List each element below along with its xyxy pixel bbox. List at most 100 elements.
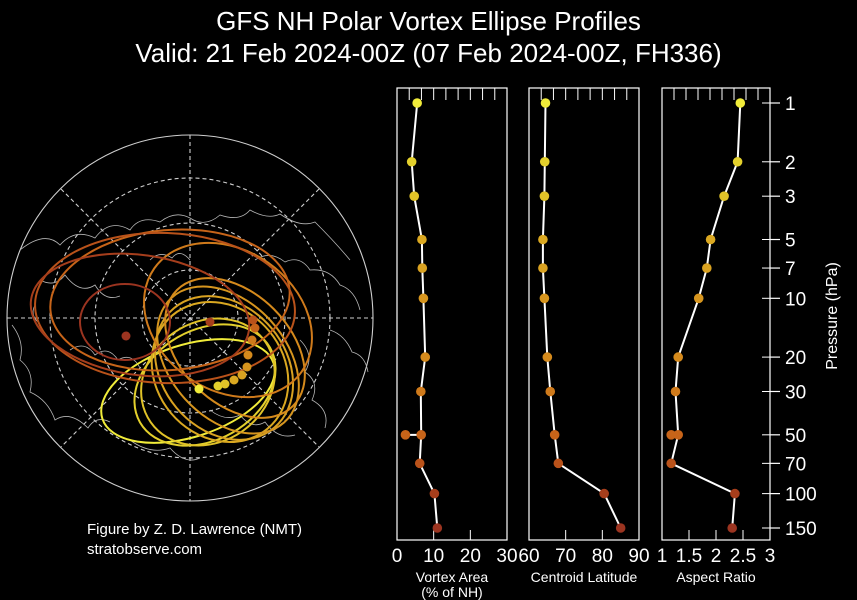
- x-axis-label: Centroid Latitude: [531, 569, 638, 585]
- pressure-tick-label: 5: [785, 231, 796, 252]
- polar-vortex-map: [6, 134, 374, 502]
- pressure-tick-label: 20: [785, 348, 806, 369]
- vortex-centroid: [243, 350, 253, 360]
- data-point: [429, 488, 440, 499]
- x-axis-label: Aspect Ratio: [676, 569, 756, 585]
- data-point: [732, 156, 743, 167]
- vortex-ellipse: [153, 295, 295, 441]
- pressure-tick-label: 100: [785, 485, 817, 506]
- coastlines: [11, 209, 369, 461]
- data-point: [673, 352, 683, 362]
- vortex-ellipse: [143, 241, 313, 399]
- data-point: [705, 234, 716, 245]
- data-point: [542, 352, 553, 362]
- pressure-tick-label: 2: [785, 153, 796, 174]
- vortex-centroid: [205, 317, 215, 327]
- panel-aspect-ratio: 1 1.5 2 2.5 3 Aspect Ratio: [657, 87, 776, 585]
- vortex-ellipse: [150, 300, 290, 444]
- data-point: [539, 156, 550, 167]
- data-point: [417, 234, 427, 245]
- panel-frame: [396, 87, 508, 541]
- x-tick-label: 2.5: [730, 546, 756, 567]
- pressure-tick-label: 70: [785, 454, 806, 475]
- pressure-tick-label: 10: [785, 289, 806, 310]
- data-point: [719, 191, 729, 201]
- vortex-centroid: [242, 362, 252, 372]
- data-point: [539, 191, 550, 201]
- x-axis-label: Vortex Area: [416, 569, 489, 585]
- panel-frame: [528, 87, 640, 541]
- figure-subtitle: Valid: 21 Feb 2024-00Z (07 Feb 2024-00Z,…: [135, 38, 722, 68]
- profile-line: [410, 102, 439, 529]
- vortex-centroid: [229, 375, 239, 385]
- vortex-centroid: [220, 379, 230, 389]
- panel-vortex-area: 0 10 20 30 Vortex Area(% of NH): [392, 87, 518, 600]
- data-point: [538, 263, 548, 273]
- data-point: [420, 352, 431, 362]
- vortex-centroid: [250, 323, 260, 333]
- data-point: [406, 156, 417, 167]
- x-tick-label: 3: [765, 546, 776, 567]
- data-point: [670, 386, 681, 397]
- data-point: [545, 386, 556, 397]
- data-point: [414, 458, 425, 469]
- pressure-tick-label: 30: [785, 382, 806, 403]
- meridian-135: [60, 188, 320, 448]
- data-point: [727, 523, 737, 533]
- pressure-tick-label: 3: [785, 187, 796, 208]
- x-tick-label: 10: [423, 546, 444, 567]
- data-point: [432, 523, 443, 533]
- vortex-centroid: [194, 384, 204, 394]
- vortex-centroid: [237, 370, 247, 380]
- vortex-ellipse: [79, 283, 171, 361]
- pressure-axis: 1 2 3 5 7 10 20 30 50 70 100 150 Pressure (hPa): [762, 94, 841, 540]
- extra-point: [400, 430, 411, 440]
- pressure-tick-label: 50: [785, 426, 806, 447]
- vortex-centroid: [121, 331, 131, 341]
- x-tick-label: 0: [392, 546, 403, 567]
- data-point: [549, 430, 560, 440]
- data-point: [702, 263, 712, 273]
- pressure-tick-label: 150: [785, 519, 817, 540]
- vortex-centroid: [213, 381, 223, 391]
- data-point: [666, 458, 676, 469]
- vortex-centroid: [248, 315, 258, 325]
- data-point: [409, 191, 420, 201]
- data-point: [693, 293, 704, 304]
- vortex-ellipse: [29, 252, 251, 378]
- data-point: [735, 98, 746, 108]
- x-tick-label: 80: [592, 546, 613, 567]
- data-point: [553, 458, 564, 469]
- map-grid: [6, 134, 374, 502]
- credit-author: Figure by Z. D. Lawrence (NMT): [87, 521, 303, 538]
- vortex-ellipse: [34, 231, 296, 385]
- x-tick-label: 30: [496, 546, 517, 567]
- pressure-tick-label: 1: [785, 94, 796, 115]
- x-tick-label: 90: [628, 546, 649, 567]
- vortex-ellipses: [29, 228, 313, 447]
- vortex-centroid: [247, 335, 257, 345]
- data-point: [412, 98, 422, 108]
- data-point: [615, 523, 626, 533]
- x-axis-label-line2: (% of NH): [421, 584, 482, 600]
- x-tick-label: 70: [555, 546, 576, 567]
- x-tick-label: 60: [518, 546, 539, 567]
- vortex-centroids: [121, 315, 260, 394]
- profile-line: [670, 102, 742, 529]
- data-point: [599, 488, 609, 499]
- x-tick-label: 2: [711, 546, 722, 567]
- data-point: [673, 430, 683, 440]
- data-point: [417, 263, 428, 273]
- data-point: [539, 293, 550, 304]
- extra-point: [666, 430, 676, 440]
- panel-centroid-latitude: 60 70 80 90 Centroid Latitude: [518, 87, 650, 585]
- profile-line: [541, 102, 622, 529]
- credit-website: stratobserve.com: [87, 541, 203, 558]
- vortex-ellipse: [140, 317, 276, 447]
- panel-frame: [661, 87, 771, 541]
- x-tick-label: 1: [657, 546, 668, 567]
- data-point: [538, 234, 548, 245]
- figure-title: GFS NH Polar Vortex Ellipse Profiles: [216, 6, 641, 36]
